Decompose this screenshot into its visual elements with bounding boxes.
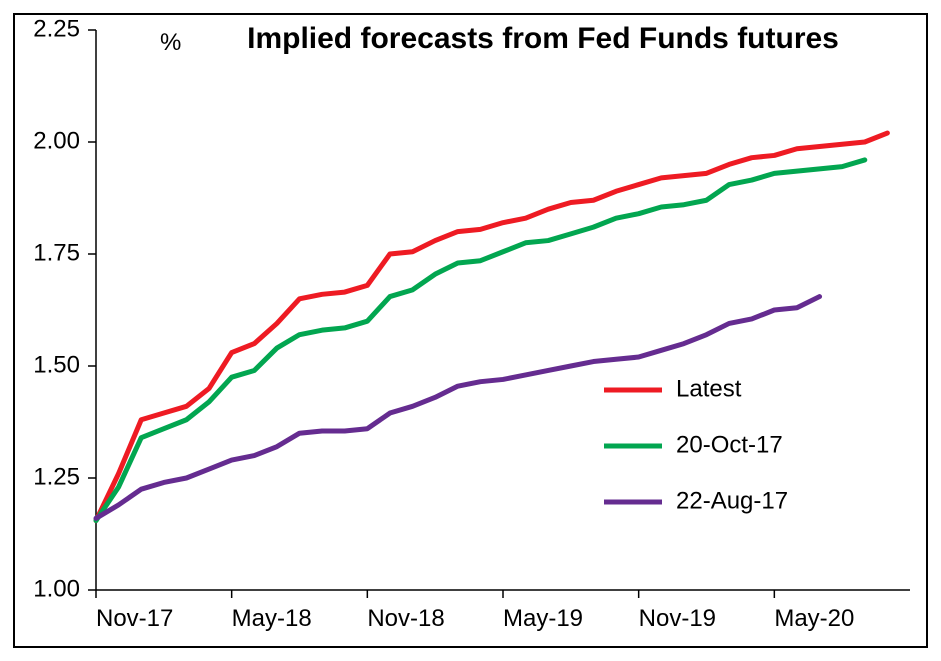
y-tick-label: 2.25 [33,15,80,42]
x-tick-label: Nov-17 [96,605,173,632]
y-tick-label: 1.75 [33,239,80,266]
x-tick-label: May-20 [774,605,854,632]
legend-label: Latest [676,375,742,402]
line-chart: 1.00 1.25 1.50 1.75 2.00 2.25 Nov-17 May-18 Nov-… [0,0,941,661]
legend-label: 22-Aug-17 [676,487,788,514]
y-tick-label: 1.50 [33,351,80,378]
y-tick-label: 1.00 [33,575,80,602]
chart-container: 1.00 1.25 1.50 1.75 2.00 2.25 Nov-17 May-18 Nov-… [0,0,941,661]
y-tick-label: 2.00 [33,127,80,154]
x-tick-label: Nov-19 [639,605,716,632]
x-tick-label: Nov-18 [367,605,444,632]
y-axis-unit-label: % [160,29,181,56]
x-tick-label: May-19 [503,605,583,632]
legend-label: 20-Oct-17 [676,431,783,458]
chart-title: Implied forecasts from Fed Funds futures [247,22,839,55]
y-tick-label: 1.25 [33,463,80,490]
x-tick-label: May-18 [232,605,312,632]
